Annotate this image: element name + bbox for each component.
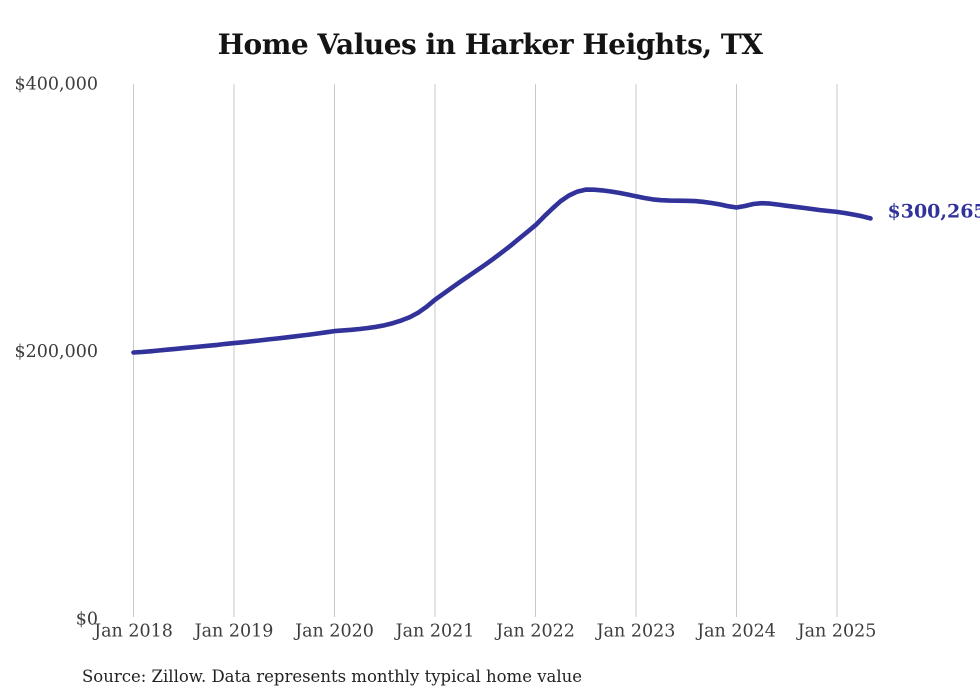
end-value-label: $300,265: [888, 200, 980, 222]
x-tick-label: Jan 2022: [494, 622, 575, 642]
y-tick-label: $0: [76, 610, 98, 630]
x-tick-label: Jan 2024: [695, 622, 776, 642]
x-tick-label: Jan 2020: [293, 622, 374, 642]
x-tick-label: Jan 2021: [394, 622, 475, 642]
source-note: Source: Zillow. Data represents monthly …: [82, 667, 583, 686]
x-tick-label: Jan 2025: [796, 622, 877, 642]
x-tick-label: Jan 2019: [193, 622, 274, 642]
y-tick-label: $400,000: [14, 75, 98, 95]
home-value-line: [131, 187, 873, 355]
x-tick-label: Jan 2018: [92, 622, 173, 642]
y-tick-label: $200,000: [14, 342, 98, 362]
x-tick-label: Jan 2023: [595, 622, 676, 642]
chart-title: Home Values in Harker Heights, TX: [217, 28, 763, 61]
